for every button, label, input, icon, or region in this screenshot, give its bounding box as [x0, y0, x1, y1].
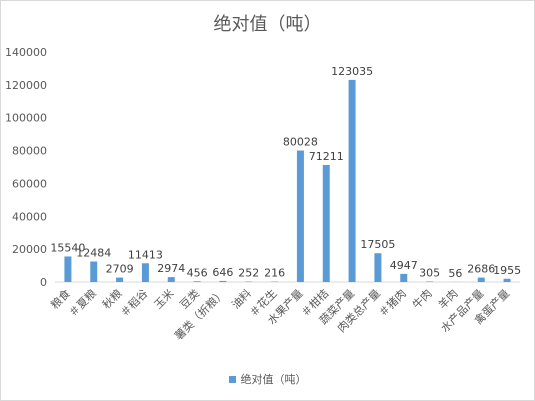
bar — [400, 273, 408, 282]
y-axis: 0 20000 40000 60000 80000 100000 120000 140000 — [5, 46, 47, 289]
legend-swatch — [228, 375, 236, 383]
x-tick-label: ＃猪肉 — [376, 287, 409, 320]
data-label: 17505 — [360, 238, 395, 251]
bar — [374, 253, 382, 282]
bar — [426, 281, 434, 282]
data-label: 4947 — [390, 259, 418, 272]
x-tick-label: 玉米 — [152, 287, 177, 312]
bar — [219, 280, 227, 282]
data-label: 12484 — [76, 246, 111, 259]
bar — [141, 263, 149, 282]
bar — [167, 277, 175, 282]
bar — [90, 261, 98, 282]
y-tick-label: 40000 — [12, 210, 47, 223]
bar — [322, 165, 330, 282]
y-tick-label: 100000 — [5, 112, 47, 125]
data-label: 305 — [419, 266, 440, 279]
y-tick-label: 0 — [40, 276, 47, 289]
y-tick-label: 140000 — [5, 46, 47, 59]
legend: 绝对值（吨） — [0, 371, 535, 387]
data-label: 216 — [264, 267, 285, 280]
y-tick-label: 80000 — [12, 145, 47, 158]
chart-title: 绝对值（吨） — [213, 14, 322, 35]
bar — [348, 79, 356, 283]
x-tick-label: ＃夏粮 — [66, 286, 99, 319]
bar — [296, 150, 304, 282]
legend-label: 绝对值（吨） — [240, 373, 307, 386]
data-label: 456 — [187, 266, 208, 279]
data-label: 252 — [238, 267, 259, 280]
y-tick-label: 60000 — [12, 177, 47, 190]
y-tick-label: 20000 — [12, 243, 47, 256]
data-label: 2686 — [467, 263, 495, 276]
bar — [477, 277, 485, 282]
x-tick-label: ＃稻谷 — [118, 287, 151, 320]
bar — [193, 281, 201, 282]
y-tick-label: 120000 — [5, 79, 47, 92]
data-label: 646 — [212, 266, 233, 279]
data-label: 2709 — [106, 263, 134, 276]
data-label: 56 — [448, 267, 462, 280]
x-tick-label: 牛肉 — [409, 286, 434, 311]
data-label: 11413 — [128, 248, 163, 261]
bars — [64, 79, 511, 283]
bar — [503, 278, 511, 282]
bar — [116, 277, 124, 282]
data-label: 123035 — [331, 65, 373, 78]
data-label: 1955 — [493, 264, 521, 277]
bar — [64, 256, 72, 282]
data-label: 15540 — [50, 241, 85, 254]
data-label: 2974 — [157, 262, 185, 275]
data-label: 80028 — [283, 136, 318, 149]
data-label: 71211 — [309, 150, 344, 163]
